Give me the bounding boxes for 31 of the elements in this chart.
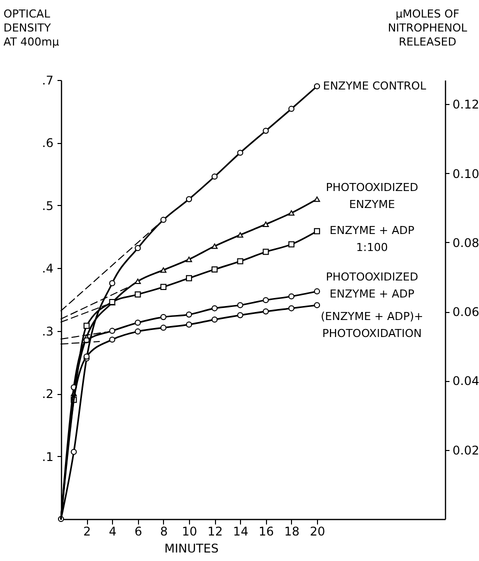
x-tick-label: 10 bbox=[182, 524, 198, 538]
y-tick-label: .6 bbox=[42, 136, 54, 150]
y2-tick-label: 0.04 bbox=[452, 374, 479, 388]
x-tick-label: 2 bbox=[83, 524, 91, 538]
x-tick-label: 14 bbox=[233, 524, 248, 538]
y2-tick-label: 0.06 bbox=[452, 305, 479, 320]
y-tick-label: .5 bbox=[42, 198, 54, 213]
x-tick-label: 4 bbox=[108, 524, 117, 538]
series-label: PHOTOOXIDIZED ENZYME bbox=[326, 181, 418, 212]
x-tick-label: 16 bbox=[258, 524, 274, 538]
x-tick-label: 8 bbox=[160, 524, 168, 538]
y-tick-label: .1 bbox=[42, 450, 54, 464]
x-tick-label: 20 bbox=[310, 524, 326, 538]
series-label: PHOTOOXIDIZED ENZYME + ADP bbox=[326, 270, 418, 300]
y-tick-label: .2 bbox=[42, 387, 54, 402]
x-tick-label: 18 bbox=[284, 524, 300, 538]
x-tick-label: 6 bbox=[134, 524, 142, 538]
y2-tick-label: 0.10 bbox=[452, 166, 479, 181]
y2-axis-title: µMOLES OF NITROPHENOL RELEASED bbox=[388, 8, 468, 48]
series-label: (ENZYME + ADP)+ PHOTOOXIDATION bbox=[320, 310, 424, 340]
y-axis-title: OPTICAL DENSITY AT 400mµ bbox=[4, 8, 60, 48]
x-axis-title: MINUTES bbox=[164, 542, 219, 556]
series-label: ENZYME CONTROL bbox=[323, 79, 427, 92]
y2-tick-label: 0.02 bbox=[452, 443, 479, 458]
y-tick-label: .3 bbox=[42, 324, 54, 338]
y-tick-label: .7 bbox=[42, 74, 54, 88]
y-tick-label: .4 bbox=[42, 262, 54, 276]
y2-tick-label: 0.08 bbox=[452, 236, 479, 250]
series-label: ENZYME + ADP 1:100 bbox=[330, 224, 415, 254]
y2-tick-label: 0.12 bbox=[452, 98, 479, 112]
x-tick-label: 12 bbox=[207, 524, 223, 538]
